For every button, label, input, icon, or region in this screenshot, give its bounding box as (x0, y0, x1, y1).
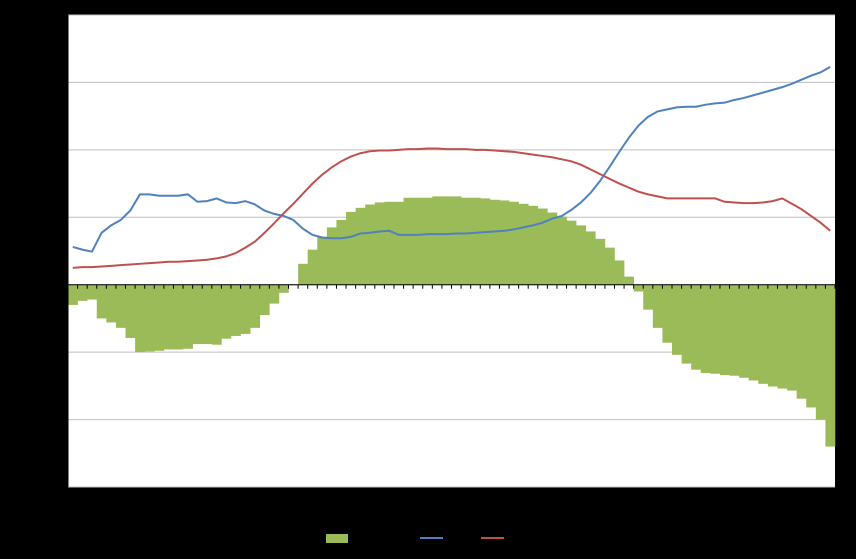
bar (556, 216, 567, 285)
y-tick-label: -3 (49, 479, 60, 493)
bar (183, 284, 193, 349)
bar (566, 220, 577, 285)
bar (767, 284, 778, 387)
bar (509, 201, 519, 285)
bar (672, 284, 682, 355)
y-tick-label: -2 (49, 412, 60, 426)
bar (547, 212, 558, 285)
bar (825, 284, 836, 447)
bar (633, 284, 644, 292)
bar (624, 276, 634, 285)
line (72, 66, 831, 253)
bar (384, 201, 395, 285)
legend-swatch (326, 534, 348, 543)
bar (796, 284, 807, 399)
bar (211, 284, 222, 345)
bar (96, 284, 107, 319)
bar (748, 284, 759, 381)
bar (240, 284, 251, 334)
bar (278, 284, 289, 293)
bar (489, 199, 500, 285)
bar (480, 198, 491, 285)
bar (729, 284, 740, 376)
bar (346, 211, 356, 285)
bar (441, 196, 452, 285)
bar (221, 284, 232, 339)
bar (202, 284, 213, 345)
bar (135, 284, 145, 353)
y-tick-label: 3 (53, 75, 60, 89)
bar (125, 284, 136, 338)
bar (355, 207, 366, 285)
y-tick-label: 1 (53, 209, 60, 223)
bar (154, 284, 165, 351)
bar (806, 284, 817, 408)
bar (700, 284, 711, 374)
y-tick-label: 4 (53, 7, 60, 21)
bar (815, 284, 826, 420)
bar (365, 204, 376, 285)
bar (259, 284, 270, 316)
bar (585, 231, 596, 285)
bar (451, 196, 462, 285)
bar (115, 284, 126, 328)
bar (393, 201, 404, 285)
bar (326, 227, 337, 285)
bar (422, 197, 433, 285)
bar (499, 200, 510, 285)
bar (787, 284, 797, 391)
bar (777, 284, 788, 389)
bar (269, 284, 280, 304)
bar (192, 284, 203, 345)
bar (614, 260, 625, 285)
bar (739, 284, 750, 378)
bar (413, 197, 424, 285)
bar (604, 247, 615, 285)
bar (106, 284, 117, 323)
bar (87, 284, 98, 300)
bar (317, 236, 328, 285)
bar (662, 284, 673, 343)
y-tick-label: 0 (53, 277, 60, 291)
bar (144, 284, 155, 352)
bar (68, 284, 78, 305)
bar (595, 238, 606, 285)
bar (298, 263, 308, 285)
bar (461, 197, 471, 285)
bar (691, 284, 702, 370)
bar (403, 197, 414, 285)
bar (576, 225, 587, 285)
bar (528, 205, 539, 285)
y-tick-label: 2 (53, 142, 60, 156)
bar (77, 284, 88, 301)
bar (250, 284, 261, 328)
bar (470, 197, 481, 285)
bar (173, 284, 184, 350)
bar (307, 249, 318, 285)
bar (374, 202, 385, 285)
bar (163, 284, 174, 350)
bar (643, 284, 654, 310)
bar (537, 208, 548, 285)
line (72, 147, 831, 269)
bar (432, 196, 443, 285)
bar (710, 284, 721, 374)
bar (758, 284, 769, 384)
bar (652, 284, 663, 328)
bar (230, 284, 241, 336)
y-tick-label: -1 (49, 344, 60, 358)
bar (681, 284, 692, 364)
bar (336, 219, 347, 285)
bar (719, 284, 730, 376)
bar (518, 203, 529, 285)
